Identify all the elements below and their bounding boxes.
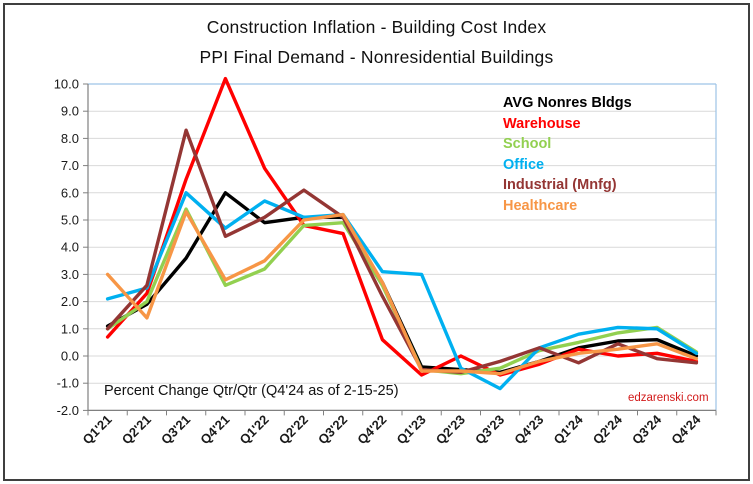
- x-axis-label-Q4'23: Q4'23: [511, 412, 546, 447]
- y-axis-label: 8.0: [61, 131, 79, 146]
- legend-item-avg-nonres-bldgs: AVG Nonres Bldgs: [503, 95, 632, 111]
- series-line-office: [105, 191, 699, 391]
- chart-title-line1: Construction Inflation - Building Cost I…: [206, 17, 547, 37]
- x-axis-label-Q1'22: Q1'22: [236, 412, 271, 447]
- y-axis-label: 5.0: [61, 213, 79, 228]
- chart-legend: AVG Nonres Bldgs Warehouse School Office Ind…: [503, 93, 632, 216]
- y-axis-label: 4.0: [61, 240, 79, 255]
- y-axis-label: 6.0: [61, 185, 79, 200]
- y-axis-label: 9.0: [61, 104, 79, 119]
- x-axis-label-Q2'22: Q2'22: [276, 412, 311, 447]
- y-axis-label: -2.0: [57, 403, 79, 418]
- x-axis-label-Q3'23: Q3'23: [472, 412, 507, 447]
- x-axis-label-Q1'23: Q1'23: [393, 412, 428, 447]
- y-axis-label: 2.0: [61, 294, 79, 309]
- x-axis-label-Q2'23: Q2'23: [433, 412, 468, 447]
- y-axis-label: 7.0: [61, 158, 79, 173]
- x-axis-label-Q2'24: Q2'24: [590, 411, 626, 447]
- chart-title-line2: PPI Final Demand - Nonresidential Buildi…: [199, 47, 554, 67]
- series-line-healthcare: [105, 210, 699, 376]
- series-line-industrial-mnfg-: [105, 128, 699, 374]
- x-axis-label-Q4'24: Q4'24: [668, 411, 704, 447]
- x-axis-label-Q4'21: Q4'21: [197, 412, 232, 447]
- watermark-text: edzarenski.com: [628, 392, 709, 404]
- annotation-note: Percent Change Qtr/Qtr (Q4'24 as of 2-15…: [104, 383, 399, 399]
- y-axis-label: 10.0: [54, 77, 79, 92]
- y-axis-label: 0.0: [61, 349, 79, 364]
- legend-item-healthcare: Healthcare: [503, 197, 578, 214]
- chart-title: Construction Inflation - Building Cost I…: [0, 12, 753, 72]
- x-axis-label-Q3'21: Q3'21: [158, 412, 193, 447]
- y-axis-label: 1.0: [61, 321, 79, 336]
- x-axis-label-Q4'22: Q4'22: [354, 412, 389, 447]
- legend-item-industrial-mnfg-: Industrial (Mnfg): [503, 177, 617, 193]
- x-axis-label-Q3'22: Q3'22: [315, 412, 350, 447]
- y-axis-label: 3.0: [61, 267, 79, 282]
- x-axis-label-Q1'24: Q1'24: [550, 411, 586, 447]
- x-axis-label-Q3'24: Q3'24: [629, 411, 665, 447]
- legend-item-warehouse: Warehouse: [503, 115, 581, 132]
- legend-item-school: School: [503, 136, 552, 152]
- x-axis-label-Q2'21: Q2'21: [119, 412, 154, 447]
- x-axis-label-Q1'21: Q1'21: [79, 412, 114, 447]
- y-axis-label: -1.0: [57, 376, 79, 391]
- legend-item-office: Office: [503, 156, 545, 173]
